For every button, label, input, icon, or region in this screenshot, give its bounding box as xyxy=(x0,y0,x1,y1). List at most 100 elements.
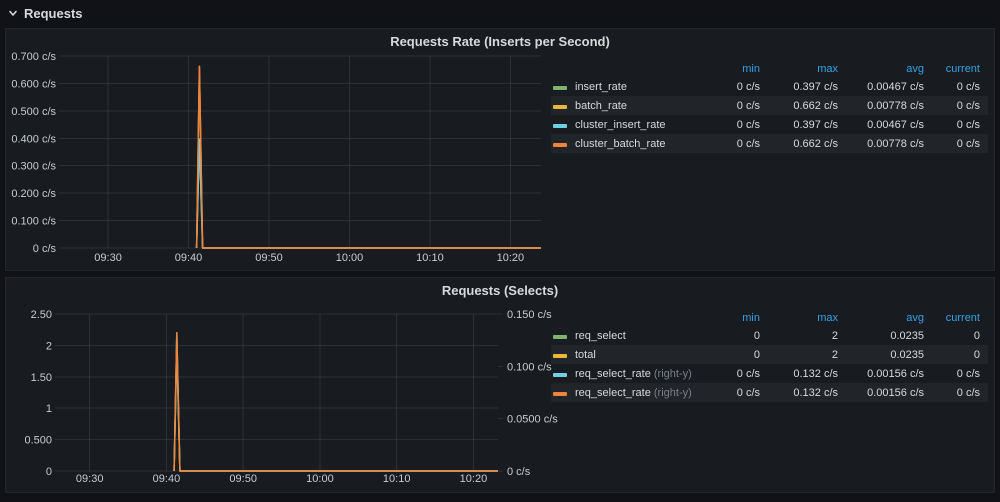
time-series-chart[interactable]: 2.50 2 1.50 1 0.500 0 0.150 c/s 0.100 c/s 0.0500… xyxy=(6,278,994,492)
x-axis-label: 10:00 xyxy=(306,473,334,485)
legend-value: 2 xyxy=(831,329,838,342)
legend-row: req_select 0 2 0.0235 0 xyxy=(551,326,988,345)
legend-series-name[interactable]: req_select_rate (right-y) xyxy=(575,386,692,399)
legend-value: 0 c/s xyxy=(956,99,980,112)
legend-row: insert_rate 0 c/s 0.397 c/s 0.00467 c/s 0 c/… xyxy=(551,77,988,96)
legend-series-name[interactable]: total xyxy=(575,348,596,361)
legend-series-axis-note: (right-y) xyxy=(653,367,692,380)
legend-value: 0 c/s xyxy=(736,367,760,380)
legend-value: 0.0235 xyxy=(890,329,924,342)
legend-column-min[interactable]: min xyxy=(742,312,760,324)
legend-value: 0.00156 c/s xyxy=(867,386,924,399)
legend-value: 0 c/s xyxy=(956,386,980,399)
x-axis-label: 09:30 xyxy=(94,252,122,264)
legend-value: 0.397 c/s xyxy=(793,118,838,131)
panel-title[interactable]: Requests (Selects) xyxy=(441,282,559,298)
legend-series-name[interactable]: cluster_insert_rate xyxy=(575,118,666,131)
row-header-label: Requests xyxy=(24,5,83,21)
legend-column-max[interactable]: max xyxy=(817,63,838,75)
legend-column-current[interactable]: current xyxy=(945,312,980,324)
legend-value: 0 c/s xyxy=(956,137,980,150)
legend-value: 0.0235 xyxy=(890,348,924,361)
legend-column-avg[interactable]: avg xyxy=(906,312,924,324)
legend-value: 0 xyxy=(753,329,760,342)
legend-table: min max avg current insert_rate 0 c/s 0.397 c/… xyxy=(551,61,988,153)
legend-value: 0.00778 c/s xyxy=(867,99,924,112)
panel-title[interactable]: Requests Rate (Inserts per Second) xyxy=(390,33,610,49)
legend-row: req_select_rate (right-y) 0 c/s 0.132 c/s 0… xyxy=(551,383,988,402)
series-line-req_select_rate xyxy=(173,332,498,472)
x-axis-label: 09:40 xyxy=(175,252,203,264)
legend-value: 0 c/s xyxy=(736,386,760,399)
y-axis-right-label: 0 c/s xyxy=(507,466,531,478)
legend-column-current[interactable]: current xyxy=(945,63,980,75)
legend-column-avg[interactable]: avg xyxy=(906,63,924,75)
legend-value: 0.662 c/s xyxy=(793,99,838,112)
legend-row: batch_rate 0 c/s 0.662 c/s 0.00778 c/s 0 c/s xyxy=(551,96,988,115)
panel-requests-selects: Requests (Selects) 2.50 2 1.50 1 0.500 0 0.150… xyxy=(5,277,995,493)
series-line-cluster_batch_rate xyxy=(195,65,541,249)
y-axis-left-label: 0.100 c/s xyxy=(11,216,56,228)
panel-requests-rate: Requests Rate (Inserts per Second) 0.700… xyxy=(5,28,995,271)
y-axis-left-label: 0.200 c/s xyxy=(11,188,56,200)
series-color-swatch xyxy=(553,334,567,339)
legend-row: cluster_batch_rate 0 c/s 0.662 c/s 0.00778 … xyxy=(551,134,988,153)
x-axis-label: 09:50 xyxy=(255,252,283,264)
x-axis-label: 10:20 xyxy=(497,252,525,264)
y-axis-left-label: 0.500 xyxy=(24,435,52,447)
x-axis-label: 10:10 xyxy=(416,252,444,264)
series-color-swatch xyxy=(553,391,567,396)
legend-value: 0 xyxy=(973,329,980,342)
legend-value: 0 xyxy=(973,348,980,361)
y-axis-right-label: 0.100 c/s xyxy=(507,361,552,373)
legend-series-name[interactable]: cluster_batch_rate xyxy=(575,137,666,150)
series-color-swatch xyxy=(553,142,567,147)
legend-value: 0 c/s xyxy=(736,99,760,112)
legend-value: 0 c/s xyxy=(736,80,760,93)
y-axis-left-label: 1.50 xyxy=(31,372,52,384)
legend-value: 0.132 c/s xyxy=(793,367,838,380)
legend-series-name[interactable]: req_select_rate (right-y) xyxy=(575,367,692,380)
row-header-requests[interactable]: Requests xyxy=(0,0,1000,24)
legend-value: 0.662 c/s xyxy=(793,137,838,150)
legend-table: min max avg current req_select 0 2 0.0235 0 total… xyxy=(551,310,988,402)
x-axis-label: 10:10 xyxy=(383,473,411,485)
y-axis-left-label: 2 xyxy=(46,340,52,352)
series-color-swatch xyxy=(553,104,567,109)
series-line-req_select_rate xyxy=(173,332,498,472)
legend-value: 0 c/s xyxy=(736,118,760,131)
time-series-chart[interactable]: 0.700 c/s 0.600 c/s 0.500 c/s 0.400 c/s 0.30… xyxy=(6,29,994,270)
series-color-swatch xyxy=(553,372,567,377)
y-axis-left-label: 0 xyxy=(46,466,52,478)
legend-value: 0.132 c/s xyxy=(793,386,838,399)
legend-row: req_select_rate (right-y) 0 c/s 0.132 c/s 0… xyxy=(551,364,988,383)
legend-series-axis-note: (right-y) xyxy=(653,386,692,399)
legend-value: 0.397 c/s xyxy=(793,80,838,93)
x-axis-label: 09:40 xyxy=(153,473,181,485)
legend-value: 0 c/s xyxy=(956,367,980,380)
y-axis-right-label: 0.150 c/s xyxy=(507,309,552,321)
legend-series-name[interactable]: req_select xyxy=(575,329,626,342)
series-color-swatch xyxy=(553,353,567,358)
y-axis-left-label: 0.700 c/s xyxy=(11,51,56,63)
series-color-swatch xyxy=(553,123,567,128)
legend-value: 0 c/s xyxy=(736,137,760,150)
x-axis-label: 09:50 xyxy=(229,473,257,485)
legend-value: 0.00778 c/s xyxy=(867,137,924,150)
legend-series-name[interactable]: batch_rate xyxy=(575,99,627,112)
legend-value: 0 xyxy=(753,348,760,361)
legend-header-row: min max avg current xyxy=(551,61,988,77)
legend-row: cluster_insert_rate 0 c/s 0.397 c/s 0.00467… xyxy=(551,115,988,134)
legend-column-min[interactable]: min xyxy=(742,63,760,75)
legend-row: total 0 2 0.0235 0 xyxy=(551,345,988,364)
x-axis-label: 10:20 xyxy=(460,473,488,485)
x-axis-label: 10:00 xyxy=(336,252,364,264)
y-axis-left-label: 2.50 xyxy=(31,309,52,321)
legend-value: 0 c/s xyxy=(956,118,980,131)
legend-column-max[interactable]: max xyxy=(817,312,838,324)
x-axis-label: 09:30 xyxy=(76,473,104,485)
legend-value: 0.00467 c/s xyxy=(867,80,924,93)
legend-series-name[interactable]: insert_rate xyxy=(575,80,627,93)
legend-value: 0.00467 c/s xyxy=(867,118,924,131)
legend-value: 2 xyxy=(831,348,838,361)
